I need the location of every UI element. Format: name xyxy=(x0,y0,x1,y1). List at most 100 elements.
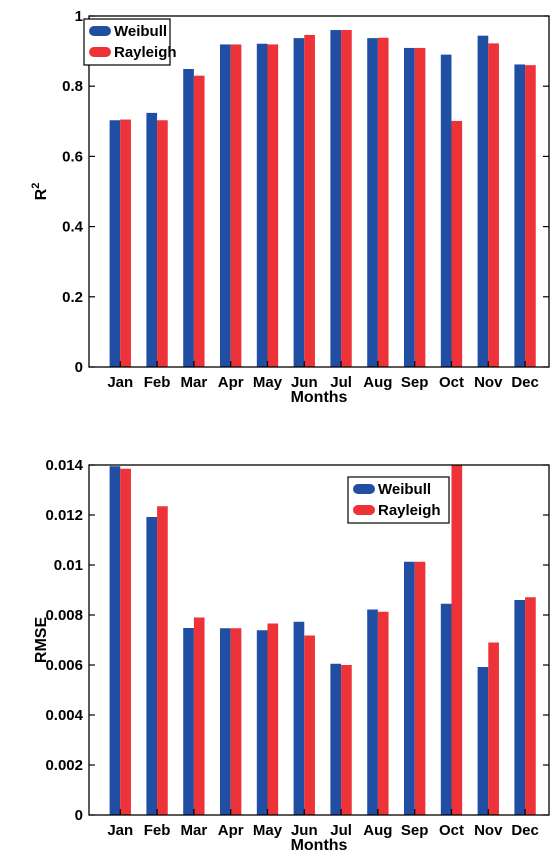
y-tick-label: 0.002 xyxy=(45,757,83,774)
legend-label-rayleigh: Rayleigh xyxy=(378,502,441,519)
bar-weibull-aug xyxy=(367,609,378,815)
x-tick-label: Jul xyxy=(330,822,352,839)
y-axis-label: R2 xyxy=(30,183,50,201)
bar-rayleigh-jul xyxy=(341,30,352,367)
plot-frame xyxy=(88,15,550,368)
bar-rayleigh-dec xyxy=(525,65,536,367)
legend-label-rayleigh: Rayleigh xyxy=(114,44,177,61)
x-tick-label: Nov xyxy=(474,374,503,391)
bar-rayleigh-apr xyxy=(230,44,242,368)
bar-rayleigh-oct xyxy=(451,465,463,815)
bar-weibull-may xyxy=(256,43,268,367)
x-axis-label: Months xyxy=(291,837,348,852)
legend: Weibull Rayleigh xyxy=(83,18,177,66)
bar-weibull-jan xyxy=(109,120,121,367)
y-tick-label: 0.01 xyxy=(54,557,83,574)
x-tick-label: Aug xyxy=(363,374,392,391)
x-tick-label: Jan xyxy=(107,374,133,391)
x-tick-label: Sep xyxy=(401,374,429,391)
bar-weibull-feb xyxy=(146,112,158,367)
bar-weibull-aug xyxy=(367,38,378,368)
x-tick-label: Jun xyxy=(291,822,318,839)
bar-weibull-jul xyxy=(330,663,342,815)
bar-rayleigh-aug xyxy=(377,37,389,367)
y-axis-label: RMSE xyxy=(33,617,50,664)
bar-rayleigh-jun xyxy=(304,34,315,367)
y-tick-label: 0.006 xyxy=(45,657,83,674)
x-tick-label: Aug xyxy=(363,822,392,839)
bar-weibull-dec xyxy=(514,600,526,815)
bar-weibull-jul xyxy=(330,30,342,367)
bar-rayleigh-oct xyxy=(451,120,463,367)
bar-rayleigh-mar xyxy=(193,617,205,815)
bar-weibull-apr xyxy=(220,628,231,815)
bar-weibull-mar xyxy=(183,628,194,815)
y-tick-label: 0.6 xyxy=(62,148,83,165)
bar-rayleigh-jan xyxy=(120,468,131,815)
legend: Weibull Rayleigh xyxy=(347,476,450,524)
bar-weibull-apr xyxy=(220,44,231,368)
x-tick-label: Oct xyxy=(439,374,464,391)
bar-weibull-nov xyxy=(477,667,489,815)
bar-weibull-jun xyxy=(293,38,305,368)
x-tick-label: Jun xyxy=(291,374,318,391)
y-tick-label: 0.2 xyxy=(62,289,83,306)
y-tick-label: 0.014 xyxy=(45,457,83,474)
legend-swatch-rayleigh xyxy=(353,505,375,515)
x-tick-label: Mar xyxy=(181,822,208,839)
rmse-chart: 0 0.002 0.004 0.006 0.008 0.01 0.012 0.014 Jan Fe… xyxy=(33,457,550,852)
bar-rayleigh-mar xyxy=(193,75,205,368)
y-tick-label: 0.4 xyxy=(62,219,84,236)
bar-rayleigh-dec xyxy=(525,597,536,815)
x-axis-label: Months xyxy=(291,389,348,406)
bar-rayleigh-aug xyxy=(377,611,389,815)
bar-weibull-sep xyxy=(404,47,415,367)
legend-label-weibull: Weibull xyxy=(114,23,167,40)
x-tick-label: Feb xyxy=(144,374,171,391)
bar-rayleigh-feb xyxy=(157,506,168,815)
y-tick-label: 0 xyxy=(75,807,83,824)
bar-rayleigh-feb xyxy=(157,120,168,367)
x-tick-label: Mar xyxy=(181,374,208,391)
x-tick-label: Feb xyxy=(144,822,171,839)
x-tick-label: Apr xyxy=(218,822,244,839)
x-tick-label: Nov xyxy=(474,822,503,839)
bar-weibull-sep xyxy=(404,561,415,815)
bar-weibull-feb xyxy=(146,517,158,815)
y-tick-label: 0.8 xyxy=(62,78,83,95)
bar-rayleigh-sep xyxy=(414,561,426,815)
x-tick-label: Oct xyxy=(439,822,464,839)
bar-rayleigh-apr xyxy=(230,628,242,815)
legend-swatch-weibull xyxy=(89,26,111,36)
y-tick-label: 0.012 xyxy=(45,507,83,524)
bar-weibull-jun xyxy=(293,621,305,815)
legend-swatch-weibull xyxy=(353,484,375,494)
bar-weibull-oct xyxy=(440,603,452,815)
bar-rayleigh-nov xyxy=(488,642,499,815)
bar-rayleigh-jan xyxy=(120,119,131,367)
bar-weibull-dec xyxy=(514,64,526,367)
y-tick-label: 1 xyxy=(75,8,83,25)
bar-rayleigh-may xyxy=(267,623,279,815)
x-tick-label: May xyxy=(253,374,283,391)
bar-weibull-mar xyxy=(183,69,194,367)
y-tick-label: 0.008 xyxy=(45,607,83,624)
bar-rayleigh-nov xyxy=(488,43,499,367)
legend-swatch-rayleigh xyxy=(89,47,111,57)
r-squared-chart: 0 0.2 0.4 0.6 0.8 1 Jan Feb Mar Apr May Jun Jul Aug Se… xyxy=(30,8,550,406)
x-tick-label: Jan xyxy=(107,822,133,839)
bar-rayleigh-jun xyxy=(304,635,315,815)
bar-rayleigh-may xyxy=(267,44,279,368)
bar-rayleigh-jul xyxy=(341,665,352,815)
x-tick-label: Sep xyxy=(401,822,429,839)
bar-weibull-nov xyxy=(477,35,489,367)
legend-label-weibull: Weibull xyxy=(378,481,431,498)
x-tick-label: Dec xyxy=(511,822,539,839)
plot-frame xyxy=(88,464,550,816)
bar-weibull-may xyxy=(256,630,268,815)
bar-weibull-jan xyxy=(109,466,121,815)
bar-rayleigh-sep xyxy=(414,47,426,367)
x-tick-label: Dec xyxy=(511,374,539,391)
x-tick-label: Apr xyxy=(218,374,244,391)
